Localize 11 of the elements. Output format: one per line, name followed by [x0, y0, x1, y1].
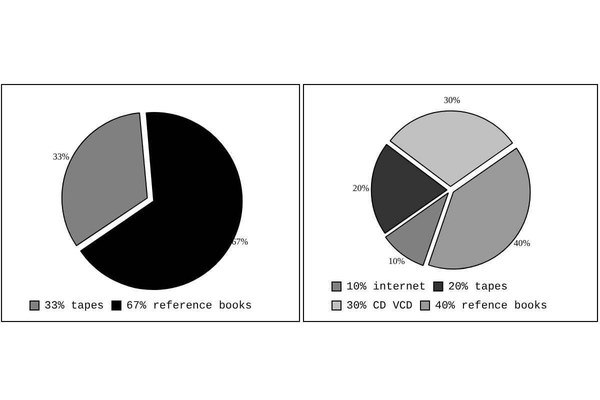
- legend-label: 10% internet: [346, 281, 426, 294]
- legend-label: 20% tapes: [448, 281, 508, 294]
- data-label: 40%: [514, 238, 531, 248]
- data-label: 10%: [388, 256, 406, 266]
- data-label: 33%: [52, 151, 70, 162]
- legend-label: 40% refence books: [435, 300, 548, 312]
- data-label: 20%: [352, 182, 370, 193]
- legend-label: 33% tapes: [44, 300, 104, 312]
- data-label: 30%: [444, 94, 461, 105]
- legend-label: 67% reference books: [126, 300, 252, 312]
- legend-label: 30% CD VCD: [346, 300, 413, 312]
